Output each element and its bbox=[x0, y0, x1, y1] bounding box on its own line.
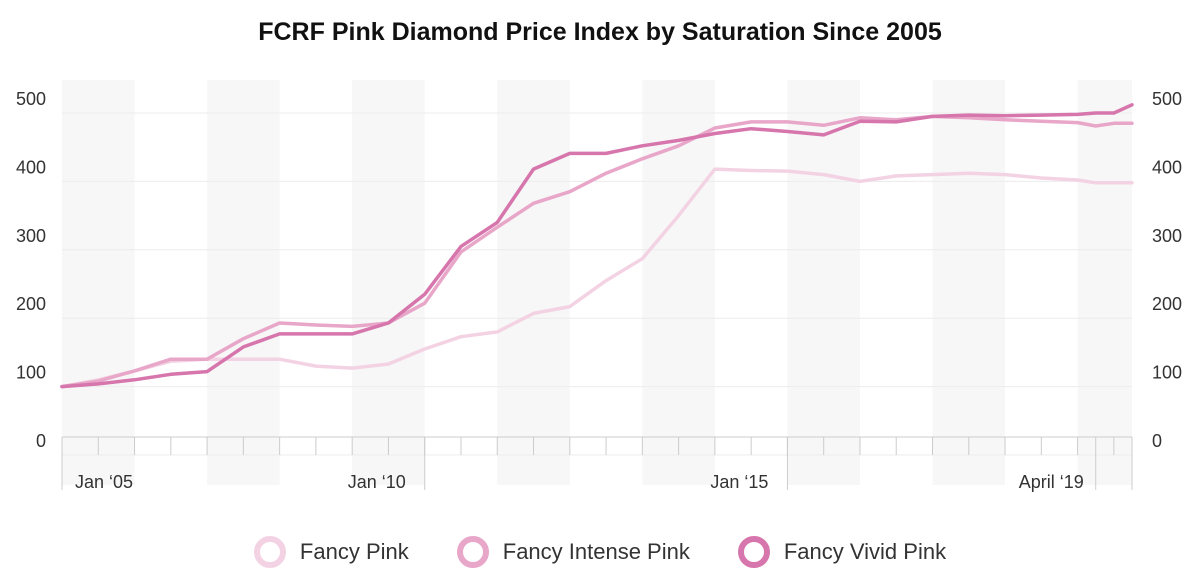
background-band bbox=[352, 80, 425, 485]
y-tick-label-left: 300 bbox=[16, 226, 46, 246]
x-tick-label: April ‘19 bbox=[1019, 472, 1084, 492]
x-tick-label: Jan ‘15 bbox=[710, 472, 768, 492]
legend-item-fancy-pink[interactable]: Fancy Pink bbox=[253, 536, 409, 568]
series-lines bbox=[60, 103, 1134, 389]
y-tick-label-right: 300 bbox=[1152, 226, 1182, 246]
series-line-fancy-intense-pink bbox=[60, 114, 1134, 389]
y-tick-label-right: 500 bbox=[1152, 89, 1182, 109]
background-band bbox=[1077, 80, 1132, 485]
y-tick-label-right: 100 bbox=[1152, 363, 1182, 383]
y-tick-label-left: 400 bbox=[16, 157, 46, 177]
background-band bbox=[497, 80, 570, 485]
y-tick-label-right: 0 bbox=[1152, 431, 1162, 451]
background-band bbox=[207, 80, 280, 485]
gridlines bbox=[62, 112, 1132, 456]
y-tick-label-left: 500 bbox=[16, 89, 46, 109]
x-tick-label: Jan ‘10 bbox=[348, 472, 406, 492]
legend-label-fancy-pink: Fancy Pink bbox=[299, 539, 409, 564]
y-axis-left: 0 100 200 300 400 500 bbox=[16, 89, 46, 451]
legend-label-fancy-intense-pink: Fancy Intense Pink bbox=[502, 539, 690, 564]
x-tick-label: Jan ‘05 bbox=[75, 472, 133, 492]
background-band bbox=[932, 80, 1006, 485]
x-axis: Jan ‘05 Jan ‘10 Jan ‘15 April ‘19 bbox=[61, 436, 1133, 492]
legend-marker-fancy-vivid-pink bbox=[737, 536, 770, 568]
y-axis-right: 0 100 200 300 400 500 bbox=[1152, 89, 1182, 451]
background-band bbox=[62, 80, 135, 485]
legend-marker-fancy-intense-pink bbox=[456, 536, 489, 568]
legend-item-fancy-vivid-pink[interactable]: Fancy Vivid Pink bbox=[737, 536, 947, 568]
y-tick-label-left: 100 bbox=[16, 363, 46, 383]
legend: Fancy Pink Fancy Intense Pink Fancy Vivi… bbox=[0, 532, 1200, 572]
legend-marker-fancy-pink bbox=[253, 536, 286, 568]
chart-title: FCRF Pink Diamond Price Index by Saturat… bbox=[258, 18, 942, 46]
legend-label-fancy-vivid-pink: Fancy Vivid Pink bbox=[783, 539, 947, 564]
legend-item-fancy-intense-pink[interactable]: Fancy Intense Pink bbox=[456, 536, 690, 568]
background-bands bbox=[62, 80, 1132, 485]
series-line-fancy-pink bbox=[60, 167, 1134, 389]
y-tick-label-left: 0 bbox=[36, 431, 46, 451]
series-line-fancy-vivid-pink bbox=[60, 103, 1134, 389]
y-tick-label-left: 200 bbox=[16, 294, 46, 314]
y-tick-label-right: 400 bbox=[1152, 157, 1182, 177]
background-band bbox=[787, 80, 860, 485]
y-tick-label-right: 200 bbox=[1152, 294, 1182, 314]
